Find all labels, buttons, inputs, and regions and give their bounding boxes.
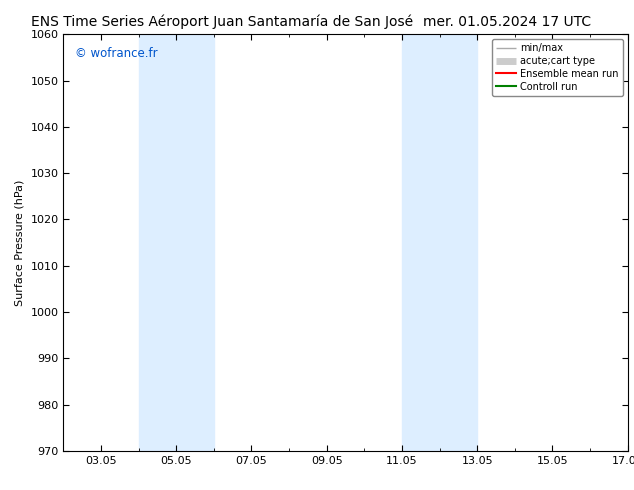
Bar <box>139 34 214 451</box>
Y-axis label: Surface Pressure (hPa): Surface Pressure (hPa) <box>15 179 25 306</box>
Text: mer. 01.05.2024 17 UTC: mer. 01.05.2024 17 UTC <box>423 15 592 29</box>
Text: ENS Time Series Aéroport Juan Santamaría de San José: ENS Time Series Aéroport Juan Santamaría… <box>31 15 413 29</box>
Legend: min/max, acute;cart type, Ensemble mean run, Controll run: min/max, acute;cart type, Ensemble mean … <box>492 39 623 96</box>
Text: © wofrance.fr: © wofrance.fr <box>75 47 157 60</box>
Bar <box>402 34 477 451</box>
